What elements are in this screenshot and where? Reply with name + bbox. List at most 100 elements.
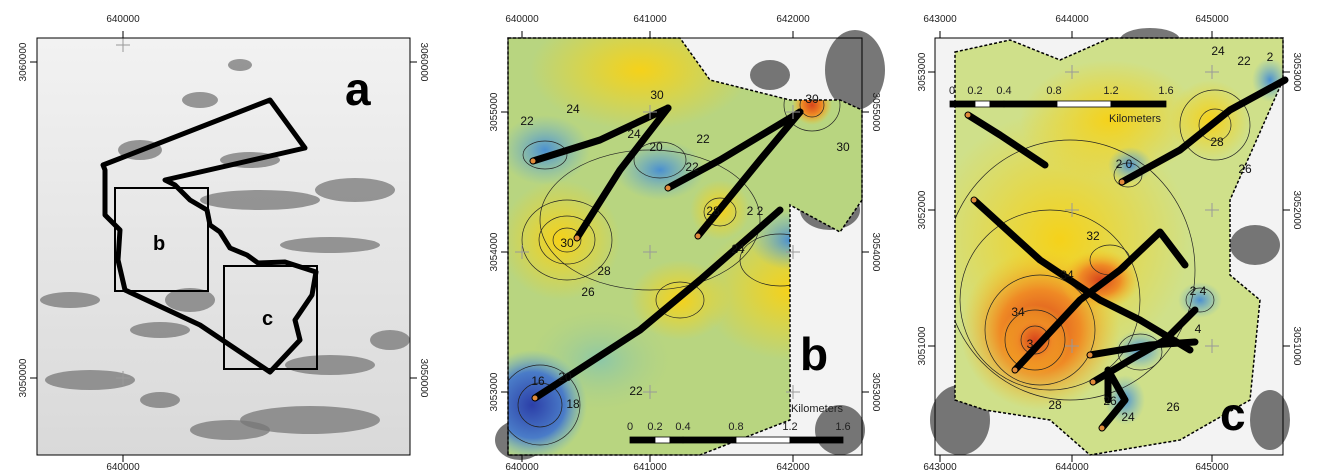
scale-segment	[630, 437, 655, 443]
coord-label: 3054000	[870, 233, 881, 272]
coord-label: 645000	[1195, 14, 1229, 25]
track-end	[575, 236, 580, 241]
coord-label: 641000	[633, 462, 667, 473]
rock-outcrop	[40, 292, 100, 308]
scale-label: 1.6	[1158, 85, 1173, 97]
coord-label: 641000	[633, 14, 667, 25]
contour-label: 30	[805, 92, 819, 106]
rock-outcrop	[750, 60, 790, 90]
contour-label: 28	[597, 264, 611, 278]
coord-label: 640000	[505, 462, 539, 473]
coord-label: 645000	[1195, 462, 1229, 473]
rock-outcrop	[140, 392, 180, 408]
track-end	[533, 396, 538, 401]
scale-segment	[655, 437, 670, 443]
rock-outcrop	[1250, 390, 1290, 450]
coord-label: 3054000	[489, 232, 500, 271]
coord-label: 3055000	[870, 93, 881, 132]
rock-outcrop	[285, 355, 375, 375]
track-end	[1120, 180, 1125, 185]
rock-outcrop	[190, 420, 270, 440]
track-end	[966, 113, 971, 118]
coord-label: 3053000	[489, 372, 500, 411]
rock-outcrop	[370, 330, 410, 350]
body: 222430242022223030282 230282624201618220…	[0, 0, 1328, 476]
coord-label: 3051000	[917, 326, 928, 365]
track-end	[531, 159, 536, 164]
coord-label: 642000	[776, 14, 810, 25]
scale-segment	[1057, 101, 1111, 107]
panel-label: b	[800, 328, 828, 380]
scale-label: 0.4	[675, 421, 690, 433]
scale-label: 0.2	[967, 85, 982, 97]
rock-outcrop	[182, 92, 218, 108]
scale-label: 0.8	[728, 421, 743, 433]
scale-label: 0.8	[1046, 85, 1061, 97]
contour-label: 26	[1103, 394, 1117, 408]
coord-label: 642000	[776, 462, 810, 473]
contour-label: 26	[1166, 400, 1180, 414]
inset-label: c	[262, 308, 273, 330]
figure: 222430242022223030282 230282624201618220…	[0, 0, 1328, 476]
contour-label: 24	[1121, 410, 1135, 424]
contour-label: 30	[836, 140, 850, 154]
coord-label: 644000	[1055, 14, 1089, 25]
scale-unit: Kilometers	[1109, 113, 1161, 125]
coord-label: 3052000	[917, 190, 928, 229]
contour-label: 34	[1011, 305, 1025, 319]
contour-label: 30	[650, 88, 664, 102]
contour-label: 20	[649, 140, 663, 154]
scale-label: 0.2	[647, 421, 662, 433]
contour-label: 24	[566, 102, 580, 116]
contour-label: 28	[1048, 398, 1062, 412]
contour-label: 24	[1211, 44, 1225, 58]
contour-label: 2 0	[1116, 157, 1133, 171]
scale-segment	[950, 101, 975, 107]
contour-label: 22	[685, 160, 699, 174]
track-end	[696, 234, 701, 239]
coord-label: 3060000	[18, 42, 29, 81]
contour-label: 20	[558, 370, 572, 384]
scale-segment	[975, 101, 990, 107]
scale-unit: Kilometers	[791, 403, 843, 415]
contour-label: 16	[531, 374, 545, 388]
contour-label: 2 4	[1190, 284, 1207, 298]
scale-segment	[790, 437, 843, 443]
contour-label: 22	[1237, 54, 1251, 68]
scale-segment	[736, 437, 790, 443]
contour-label: 2	[1267, 50, 1274, 64]
contour-label: 22	[696, 132, 710, 146]
scale-segment	[683, 437, 736, 443]
contour-label: 28	[706, 204, 720, 218]
rock-outcrop	[315, 178, 395, 202]
coord-label: 3050000	[18, 358, 29, 397]
scale-label: 0.4	[996, 85, 1011, 97]
coord-label: 3053000	[870, 373, 881, 412]
coord-label: 640000	[106, 14, 140, 25]
contour-label: 22	[520, 114, 534, 128]
contour-label: 32	[1086, 229, 1100, 243]
contour-label: 34	[1060, 268, 1074, 282]
scale-segment	[670, 437, 683, 443]
coord-label: 3060000	[418, 43, 429, 82]
scale-label: 1.6	[835, 421, 850, 433]
track-end	[1100, 426, 1105, 431]
coord-label: 3050000	[418, 359, 429, 398]
coord-label: 3051000	[1291, 327, 1302, 366]
track-end	[1088, 353, 1093, 358]
coord-label: 640000	[106, 462, 140, 473]
panel-label: c	[1220, 388, 1246, 440]
scale-segment	[1111, 101, 1166, 107]
contour-label: 24	[731, 242, 745, 256]
page: Contour maps {"panel_a": {"label": "a", …	[0, 0, 1328, 476]
coord-label: 3052000	[1291, 191, 1302, 230]
coord-label: 643000	[923, 462, 957, 473]
coord-label: 3053000	[1291, 53, 1302, 92]
contour-label: 3	[1027, 337, 1034, 351]
coord-label: 643000	[923, 14, 957, 25]
rock-outcrop	[280, 237, 380, 253]
inset-label: b	[153, 233, 165, 255]
coord-label: 640000	[505, 14, 539, 25]
